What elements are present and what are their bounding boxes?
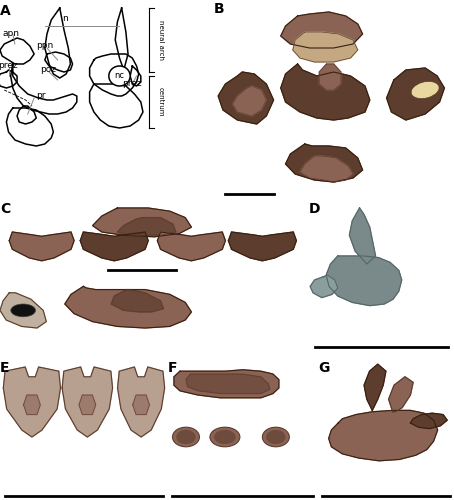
Polygon shape [286, 144, 363, 182]
Text: neural arch: neural arch [158, 20, 164, 60]
Text: n: n [62, 14, 68, 23]
Polygon shape [89, 54, 139, 96]
Polygon shape [350, 208, 375, 264]
Text: D: D [309, 202, 320, 215]
Text: centrum: centrum [158, 87, 164, 117]
Polygon shape [133, 395, 149, 414]
Polygon shape [293, 32, 358, 62]
Text: ppn: ppn [36, 42, 54, 50]
Polygon shape [387, 68, 444, 120]
Polygon shape [310, 275, 338, 297]
Polygon shape [281, 12, 363, 48]
Ellipse shape [262, 427, 289, 447]
Ellipse shape [173, 427, 199, 447]
Polygon shape [89, 84, 143, 128]
Polygon shape [65, 286, 192, 328]
Text: prez: prez [122, 80, 141, 88]
Polygon shape [17, 106, 36, 124]
Text: apn: apn [2, 30, 19, 38]
Polygon shape [24, 395, 40, 414]
Polygon shape [232, 86, 266, 116]
Polygon shape [45, 8, 70, 78]
Polygon shape [6, 108, 54, 146]
Text: A: A [0, 4, 11, 18]
Text: poz: poz [40, 66, 57, 74]
Ellipse shape [411, 82, 439, 98]
Polygon shape [0, 293, 46, 328]
Polygon shape [9, 232, 74, 261]
Text: B: B [213, 2, 224, 16]
Ellipse shape [210, 427, 240, 447]
Polygon shape [300, 156, 353, 182]
Polygon shape [11, 64, 77, 114]
Polygon shape [326, 256, 402, 306]
Polygon shape [186, 374, 270, 394]
Polygon shape [319, 64, 341, 90]
Text: E: E [0, 362, 10, 376]
Ellipse shape [266, 430, 285, 444]
Text: nc: nc [114, 72, 124, 80]
Text: pr: pr [36, 92, 46, 100]
Text: C: C [0, 202, 10, 215]
Polygon shape [62, 367, 113, 437]
Polygon shape [174, 370, 279, 398]
Polygon shape [79, 395, 96, 414]
Polygon shape [93, 208, 192, 237]
Polygon shape [118, 367, 165, 437]
Polygon shape [0, 38, 34, 64]
Circle shape [11, 304, 35, 317]
Polygon shape [410, 413, 447, 428]
Polygon shape [130, 66, 141, 86]
Text: prez: prez [0, 62, 18, 70]
Polygon shape [329, 410, 438, 461]
Polygon shape [364, 364, 386, 410]
Polygon shape [45, 52, 73, 72]
Polygon shape [117, 218, 176, 235]
Polygon shape [3, 367, 60, 437]
Polygon shape [389, 377, 413, 412]
Polygon shape [228, 232, 296, 261]
Polygon shape [0, 70, 17, 88]
Polygon shape [281, 64, 370, 120]
Text: G: G [318, 362, 329, 376]
Circle shape [109, 66, 130, 86]
Polygon shape [111, 290, 163, 312]
Polygon shape [80, 232, 148, 261]
Ellipse shape [177, 430, 195, 444]
Polygon shape [158, 232, 225, 261]
Text: F: F [168, 362, 178, 376]
Polygon shape [115, 8, 128, 70]
Ellipse shape [214, 430, 235, 444]
Polygon shape [218, 72, 273, 124]
